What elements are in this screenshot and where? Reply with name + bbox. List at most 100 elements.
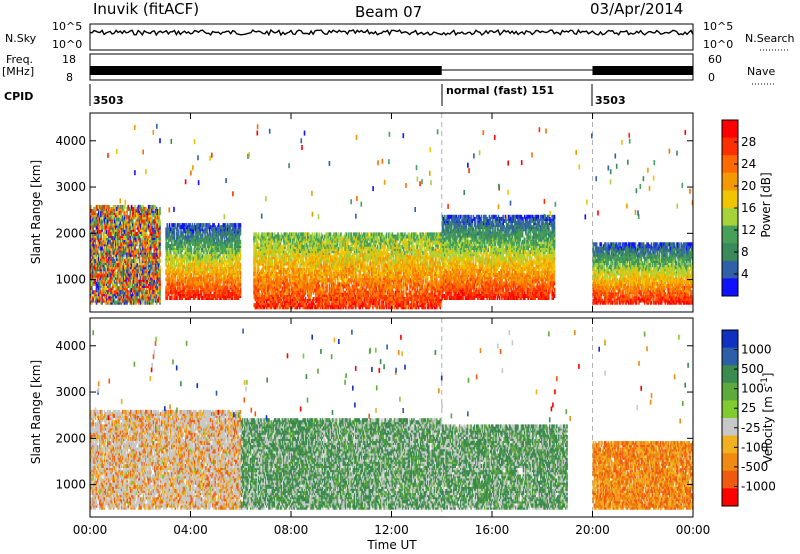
heatmap-cell [108,250,110,255]
heatmap-cell [238,229,241,234]
heatmap-cell [229,223,231,228]
heatmap-cell [144,213,147,218]
heatmap-cell [224,291,227,296]
heatmap-cell [107,215,109,220]
heatmap-cell [197,289,199,294]
heatmap-cell [154,248,157,253]
heatmap-cell [156,271,159,276]
heatmap-cell [155,273,158,278]
heatmap-cell [90,215,92,220]
heatmap-cell [111,300,114,305]
heatmap-cell [90,225,92,230]
heatmap-cell [185,229,188,234]
heatmap-cell [235,244,237,248]
heatmap-cell [138,238,141,243]
heatmap-cell [225,269,228,273]
heatmap-cell [127,296,129,301]
heatmap-cell [113,269,116,274]
heatmap-cell [132,242,134,247]
heatmap-cell [119,213,122,218]
heatmap-cell [105,246,108,251]
nsearch-tick-high: 10^5 [703,20,733,33]
heatmap-cell [120,269,123,274]
heatmap-cell [104,281,107,286]
heatmap-cell [225,227,228,232]
heatmap-cell [90,261,92,266]
heatmap-cell [115,227,117,232]
heatmap-cell [236,235,238,240]
heatmap-cell [204,256,206,261]
heatmap-cell [158,273,160,278]
heatmap-cell [149,277,151,282]
heatmap-cell [104,261,107,266]
heatmap-cell [173,252,175,257]
heatmap-cell [134,300,136,305]
heatmap-cell [221,231,223,236]
heatmap-cell [121,281,124,286]
heatmap-cell [103,229,106,234]
heatmap-cell [142,240,144,245]
heatmap-cell [181,239,183,244]
heatmap-cell [223,269,226,273]
heatmap-cell [104,229,107,234]
heatmap-cell [228,229,230,234]
station-title: Inuvik (fitACF) [93,0,199,18]
heatmap-cell [237,273,239,278]
heatmap-cell [125,248,127,253]
heatmap-cell [239,241,242,246]
heatmap-cell [130,284,133,288]
heatmap-cell [189,285,191,290]
heatmap-cell [142,298,144,303]
heatmap-cell [195,246,197,251]
heatmap-cell [158,244,160,249]
heatmap-cell [200,246,203,251]
heatmap-cell [236,229,238,234]
heatmap-cell [97,229,100,234]
heatmap-cell [119,248,122,253]
heatmap-cell [237,227,239,232]
heatmap-cell [195,241,197,246]
heatmap-cell [104,204,107,209]
heatmap-cell [261,261,263,266]
heatmap-cell [228,231,230,236]
heatmap-cell [200,291,203,296]
heatmap-cell [96,236,99,241]
heatmap-cell [232,227,235,232]
heatmap-cell [91,294,93,299]
heatmap-cell [260,269,262,274]
heatmap-cell [118,261,120,266]
heatmap-cell [97,215,100,220]
heatmap-cell [216,291,219,296]
heatmap-cell [94,294,97,299]
heatmap-cell [122,296,125,301]
heatmap-cell [97,286,100,291]
heatmap-cell [152,284,154,288]
heatmap-cell [217,277,220,282]
heatmap-cell [134,269,136,274]
heatmap-cell [136,225,139,230]
heatmap-cell [197,233,199,238]
heatmap-cell [95,213,98,218]
heatmap-cell [222,285,225,290]
heatmap-cell [110,265,112,270]
heatmap-cell [149,246,151,251]
heatmap-cell [112,246,115,251]
heatmap-cell [211,275,213,280]
heatmap-cell [174,275,177,280]
heatmap-cell [192,281,195,286]
heatmap-cell [128,292,131,297]
heatmap-cell [115,252,117,257]
heatmap-cell [228,289,230,294]
heatmap-cell [167,262,170,267]
heatmap-cell [111,225,114,230]
heatmap-cell [120,263,123,268]
heatmap-cell [237,271,239,275]
heatmap-cell [182,246,185,251]
heatmap-cell [139,204,142,209]
heatmap-cell [132,252,134,257]
heatmap-cell [187,229,189,234]
heatmap-cell [175,281,178,286]
heatmap-cell [171,291,173,296]
heatmap-cell [256,292,259,297]
heatmap-cell [215,277,218,282]
